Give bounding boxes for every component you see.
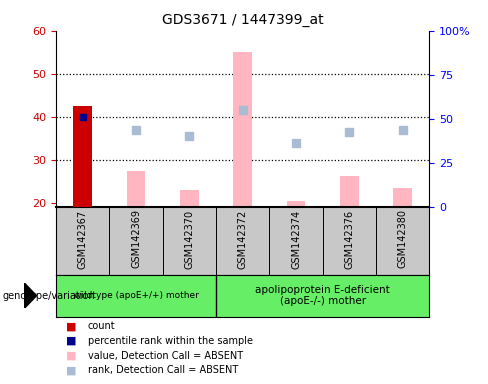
Title: GDS3671 / 1447399_at: GDS3671 / 1447399_at: [162, 13, 324, 27]
Bar: [180, 190, 199, 207]
Text: ■: ■: [66, 336, 77, 346]
Bar: [287, 201, 305, 207]
Text: count: count: [88, 321, 116, 331]
Text: GSM142374: GSM142374: [291, 209, 301, 268]
Bar: [127, 171, 145, 207]
Bar: [74, 106, 92, 207]
Text: value, Detection Call = ABSENT: value, Detection Call = ABSENT: [88, 351, 243, 361]
Text: ■: ■: [66, 321, 77, 331]
Text: GSM142369: GSM142369: [131, 209, 141, 268]
Text: GSM142370: GSM142370: [184, 209, 194, 268]
Text: rank, Detection Call = ABSENT: rank, Detection Call = ABSENT: [88, 365, 238, 375]
Text: wildtype (apoE+/+) mother: wildtype (apoE+/+) mother: [74, 291, 199, 300]
Polygon shape: [24, 283, 37, 308]
Text: GSM142372: GSM142372: [238, 209, 248, 269]
Text: ■: ■: [66, 365, 77, 375]
Bar: [340, 176, 359, 207]
Text: ■: ■: [66, 351, 77, 361]
Bar: [393, 188, 412, 207]
Text: GSM142367: GSM142367: [78, 209, 88, 268]
Bar: [233, 52, 252, 207]
Text: percentile rank within the sample: percentile rank within the sample: [88, 336, 253, 346]
Text: GSM142376: GSM142376: [345, 209, 354, 268]
Text: GSM142380: GSM142380: [398, 209, 408, 268]
Text: apolipoprotein E-deficient
(apoE-/-) mother: apolipoprotein E-deficient (apoE-/-) mot…: [255, 285, 390, 306]
Text: genotype/variation: genotype/variation: [2, 291, 95, 301]
